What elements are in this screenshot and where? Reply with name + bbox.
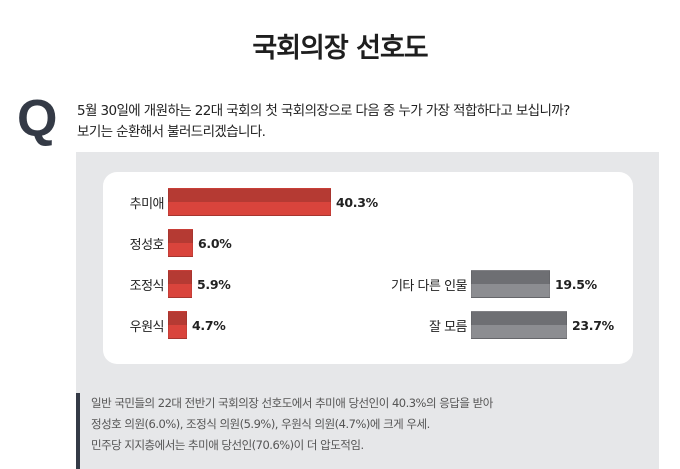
- bar: [168, 188, 331, 216]
- note-line-3: 민주당 지지층에서는 추미애 당선인(70.6%)이 더 압도적임.: [91, 438, 364, 452]
- bar-row-jeong-seongho: 정성호 6.0%: [103, 228, 232, 258]
- bar: [471, 311, 567, 339]
- bar-value: 5.9%: [197, 276, 231, 292]
- note-line-1: 일반 국민들의 22대 전반기 국회의장 선호도에서 추미애 당선인이 40.3…: [91, 396, 493, 410]
- bar-value: 23.7%: [572, 317, 614, 333]
- summary-note: 일반 국민들의 22대 전반기 국회의장 선호도에서 추미애 당선인이 40.3…: [76, 393, 659, 469]
- bar: [168, 311, 187, 339]
- bar: [471, 270, 550, 298]
- bar-label: 조정식: [129, 278, 165, 294]
- bar-label: 잘 모름: [428, 319, 468, 335]
- note-line-2: 정성호 의원(6.0%), 조정식 의원(5.9%), 우원식 의원(4.7%)…: [91, 417, 430, 431]
- bar-label: 기타 다른 인물: [390, 278, 468, 294]
- bar-row-jo-jeongsik: 조정식 5.9%: [103, 269, 231, 299]
- bar-value: 40.3%: [336, 194, 378, 210]
- bar: [168, 229, 193, 257]
- chart-card: 추미애 40.3% 정성호 6.0% 조정식 5.9% 우원식 4.7% 기타 …: [103, 172, 633, 364]
- results-panel: 추미애 40.3% 정성호 6.0% 조정식 5.9% 우원식 4.7% 기타 …: [76, 152, 659, 469]
- bar: [168, 270, 192, 298]
- bar-label: 우원식: [129, 319, 165, 335]
- bar-label: 정성호: [129, 237, 165, 253]
- bar-value: 4.7%: [192, 317, 226, 333]
- bar-value: 19.5%: [555, 276, 597, 292]
- question-mark-icon: Q: [17, 90, 58, 148]
- bar-row-other-person: 기타 다른 인물 19.5%: [343, 269, 597, 299]
- page-title: 국회의장 선호도: [252, 33, 428, 64]
- bar-value: 6.0%: [198, 235, 232, 251]
- bar-row-dont-know: 잘 모름 23.7%: [343, 310, 614, 340]
- question-line-2: 보기는 순환해서 불러드리겠습니다.: [77, 124, 266, 140]
- bar-label: 추미애: [129, 196, 165, 212]
- bar-row-woo-wonsik: 우원식 4.7%: [103, 310, 226, 340]
- question-line-1: 5월 30일에 개원하는 22대 국회의 첫 국회의장으로 다음 중 누가 가장…: [77, 103, 570, 119]
- bar-row-chu-miae: 추미애 40.3%: [103, 187, 378, 217]
- survey-question: 5월 30일에 개원하는 22대 국회의 첫 국회의장으로 다음 중 누가 가장…: [77, 101, 677, 143]
